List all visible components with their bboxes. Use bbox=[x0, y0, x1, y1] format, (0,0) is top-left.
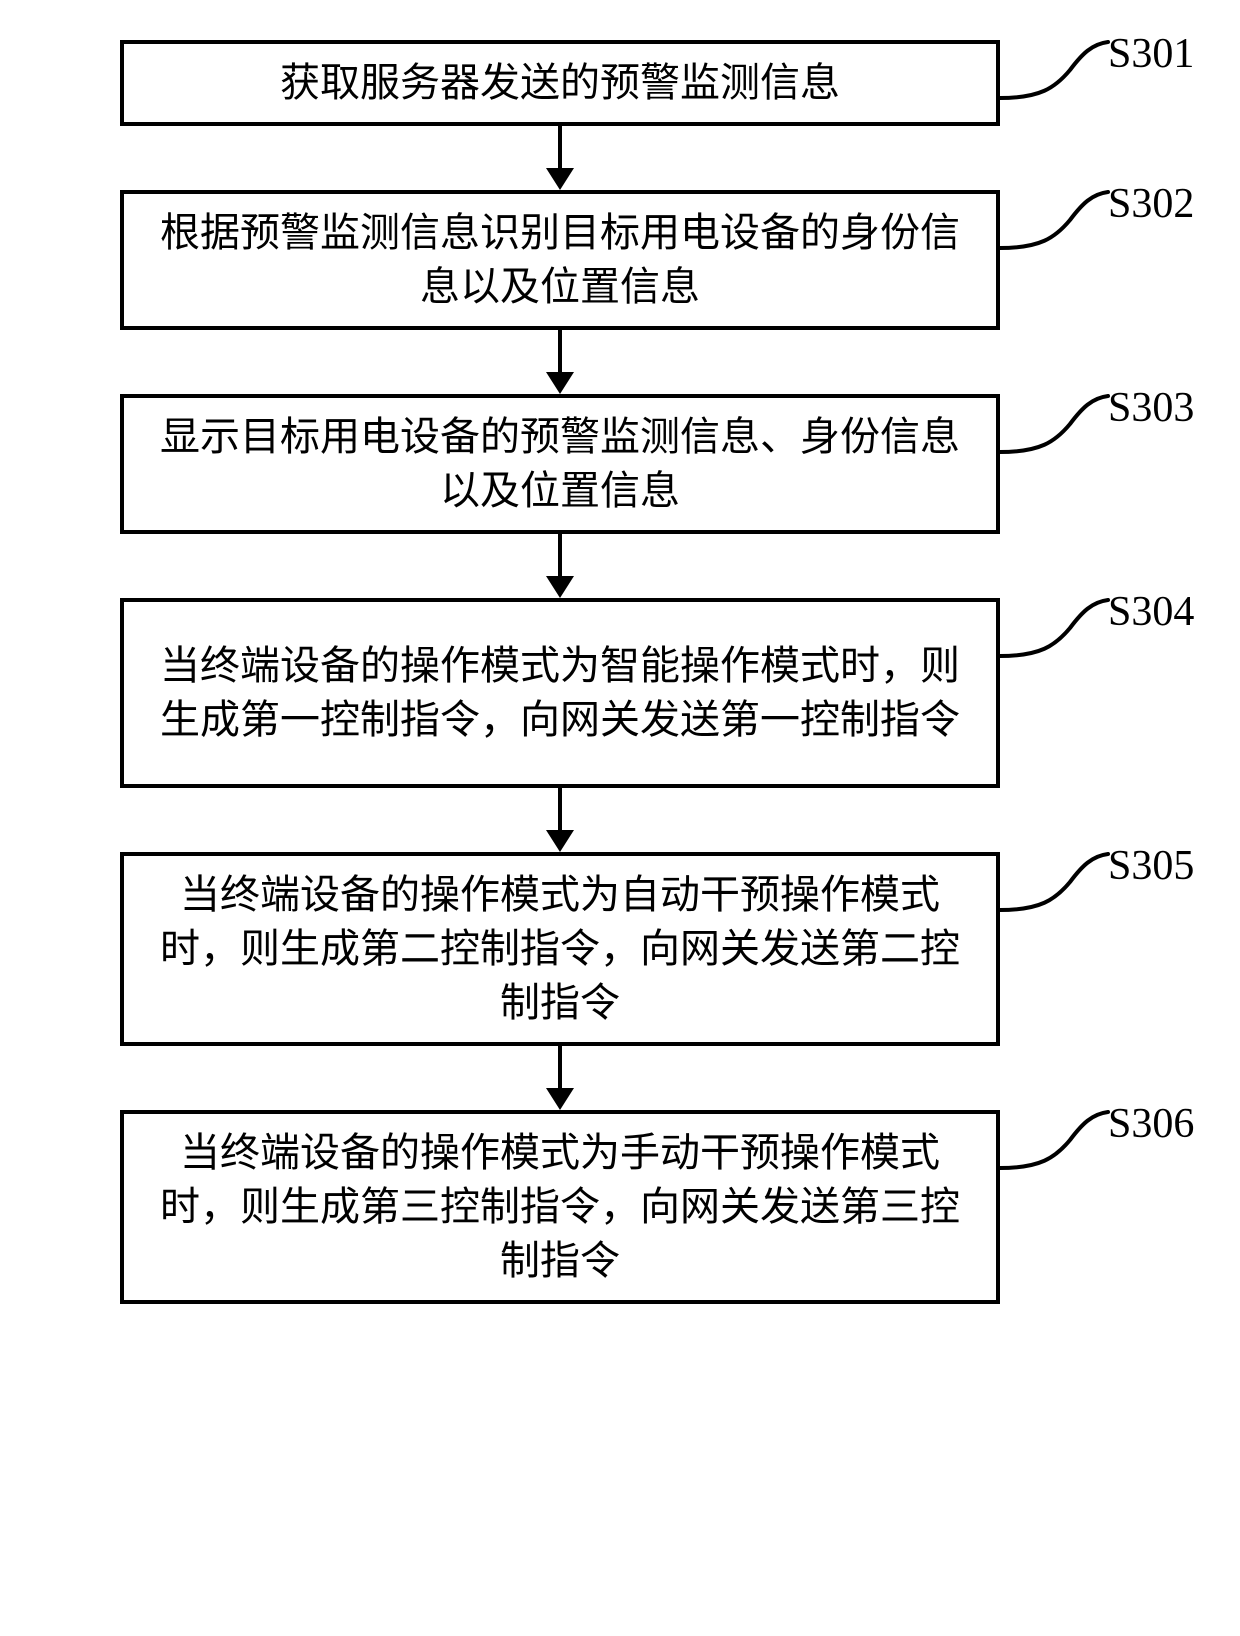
step-box: 当终端设备的操作模式为自动干预操作模式时，则生成第二控制指令，向网关发送第二控制… bbox=[120, 852, 1000, 1046]
step-box: 当终端设备的操作模式为智能操作模式时，则生成第一控制指令，向网关发送第一控制指令 bbox=[120, 598, 1000, 788]
step-label: S306 bbox=[1108, 1100, 1194, 1148]
step-box: 获取服务器发送的预警监测信息 bbox=[120, 40, 1000, 126]
step-label: S302 bbox=[1108, 180, 1194, 228]
arrow-down-icon bbox=[120, 330, 1000, 394]
flowchart-container: 获取服务器发送的预警监测信息S301 根据预警监测信息识别目标用电设备的身份信息以… bbox=[30, 40, 1210, 1304]
step-label-connector: S306 bbox=[1000, 1110, 1210, 1170]
flowchart-step: 当终端设备的操作模式为手动干预操作模式时，则生成第三控制指令，向网关发送第三控制… bbox=[30, 1110, 1210, 1304]
flowchart-step: 显示目标用电设备的预警监测信息、身份信息以及位置信息S303 bbox=[30, 394, 1210, 534]
step-box: 根据预警监测信息识别目标用电设备的身份信息以及位置信息 bbox=[120, 190, 1000, 330]
arrow-down-icon bbox=[120, 1046, 1000, 1110]
step-label: S305 bbox=[1108, 842, 1194, 890]
arrow-down-icon bbox=[120, 788, 1000, 852]
step-label: S303 bbox=[1108, 384, 1194, 432]
arrow-down-icon bbox=[120, 534, 1000, 598]
flowchart-step: 当终端设备的操作模式为智能操作模式时，则生成第一控制指令，向网关发送第一控制指令… bbox=[30, 598, 1210, 788]
step-label-connector: S301 bbox=[1000, 40, 1210, 100]
step-box: 显示目标用电设备的预警监测信息、身份信息以及位置信息 bbox=[120, 394, 1000, 534]
step-label-connector: S302 bbox=[1000, 190, 1210, 250]
arrow-down-icon bbox=[120, 126, 1000, 190]
step-label-connector: S304 bbox=[1000, 598, 1210, 658]
step-label-connector: S305 bbox=[1000, 852, 1210, 912]
flowchart-step: 当终端设备的操作模式为自动干预操作模式时，则生成第二控制指令，向网关发送第二控制… bbox=[30, 852, 1210, 1046]
flowchart-step: 获取服务器发送的预警监测信息S301 bbox=[30, 40, 1210, 126]
flowchart-step: 根据预警监测信息识别目标用电设备的身份信息以及位置信息S302 bbox=[30, 190, 1210, 330]
step-label: S301 bbox=[1108, 30, 1194, 78]
step-label-connector: S303 bbox=[1000, 394, 1210, 454]
step-box: 当终端设备的操作模式为手动干预操作模式时，则生成第三控制指令，向网关发送第三控制… bbox=[120, 1110, 1000, 1304]
step-label: S304 bbox=[1108, 588, 1194, 636]
